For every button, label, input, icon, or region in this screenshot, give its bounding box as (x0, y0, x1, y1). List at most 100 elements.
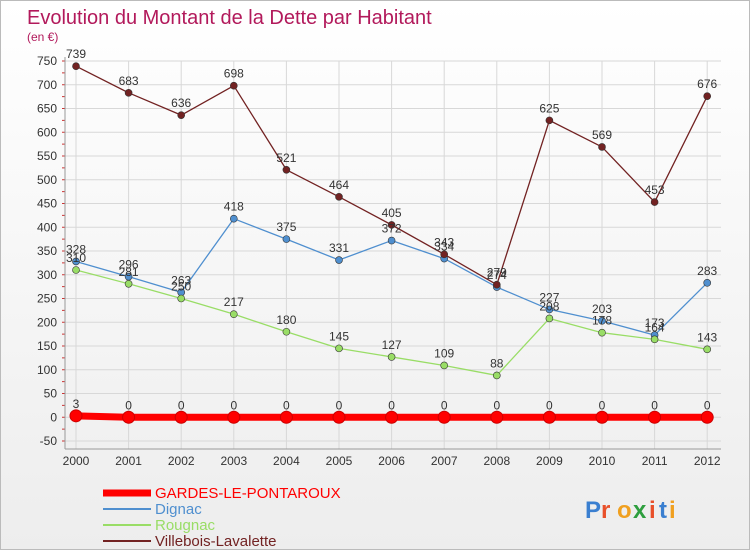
data-point (595, 410, 609, 424)
y-tick-label: 200 (37, 315, 57, 329)
series-layer (69, 62, 714, 424)
data-label: 343 (434, 235, 454, 249)
data-point (703, 92, 712, 100)
data-point (387, 221, 396, 229)
data-point (177, 111, 185, 119)
data-point (230, 214, 238, 223)
data-label: 109 (434, 346, 454, 360)
data-point (282, 235, 291, 243)
data-point (545, 305, 554, 314)
x-tick-label: 2001 (115, 454, 142, 468)
data-point (545, 314, 554, 323)
y-tick-label: 550 (37, 149, 57, 163)
data-point (440, 361, 449, 370)
y-tick-label: 650 (37, 102, 57, 116)
logo-letter: P (585, 497, 601, 524)
data-label: 274 (487, 268, 507, 282)
data-point (124, 279, 133, 288)
logo-letter: o (617, 497, 632, 524)
data-point (490, 410, 504, 424)
chart-subtitle: (en €) (27, 30, 58, 44)
data-label: 683 (119, 74, 139, 88)
data-label: 173 (645, 316, 665, 330)
data-point (230, 310, 238, 318)
data-point (177, 294, 185, 303)
x-tick-label: 2007 (431, 454, 458, 468)
y-tick-label: -50 (40, 434, 58, 448)
data-point (335, 256, 343, 264)
data-point (282, 327, 291, 336)
data-label: 328 (66, 242, 86, 256)
data-point (122, 410, 136, 424)
data-label: 3 (73, 397, 80, 411)
data-label: 217 (224, 295, 244, 309)
data-label: 334 (434, 240, 454, 254)
x-tick-label: 2009 (536, 454, 563, 468)
data-point (650, 198, 659, 206)
data-label: 739 (66, 47, 86, 61)
data-point (69, 409, 83, 423)
y-tick-label: 0 (50, 410, 57, 424)
data-point (492, 280, 501, 289)
y-tick-label: 750 (37, 54, 57, 68)
x-tick-label: 2002 (168, 454, 195, 468)
data-point (72, 62, 80, 71)
x-tick-label: 2008 (483, 454, 510, 468)
data-label: 0 (230, 398, 237, 412)
data-point (387, 236, 396, 245)
data-label: 405 (382, 206, 402, 220)
logo-letter: r (601, 497, 610, 524)
legend: GARDES-LE-PONTAROUXDignacRougnacVilleboi… (103, 485, 341, 550)
y-tick-label: 250 (37, 292, 57, 306)
data-label: 331 (329, 241, 349, 255)
data-label: 521 (276, 151, 296, 165)
data-point (545, 116, 554, 125)
legend-entry: Villebois-Lavalette (155, 533, 276, 550)
data-point (542, 410, 556, 424)
y-tick-label: 700 (37, 78, 57, 92)
data-label: 281 (119, 265, 139, 279)
legend-entry: Rougnac (155, 517, 216, 534)
data-point (72, 266, 80, 274)
y-tick-label: 350 (37, 244, 57, 258)
data-label: 88 (490, 356, 504, 370)
x-tick-label: 2005 (326, 454, 353, 468)
data-label: 310 (66, 251, 86, 265)
data-point (387, 353, 396, 361)
data-label: 283 (697, 264, 717, 278)
x-tick-label: 2010 (589, 454, 616, 468)
data-label: 296 (119, 258, 139, 272)
data-point (703, 279, 712, 287)
data-label: 279 (487, 266, 507, 280)
x-tick-label: 2003 (220, 454, 247, 468)
data-label: 208 (539, 299, 559, 313)
data-label: 127 (382, 338, 402, 352)
logo-letter: i (669, 497, 676, 524)
data-label: 676 (697, 77, 717, 91)
data-point (440, 250, 449, 259)
x-tick-label: 2011 (642, 454, 668, 468)
data-label: 636 (171, 96, 191, 110)
data-label: 0 (178, 398, 185, 412)
data-label: 178 (592, 314, 612, 328)
x-tick-label: 2012 (694, 454, 721, 468)
y-tick-label: 500 (37, 173, 57, 187)
data-label: 250 (171, 280, 191, 294)
data-point (598, 328, 606, 337)
data-point (72, 257, 80, 266)
data-label: 375 (276, 220, 296, 234)
data-point (650, 335, 659, 344)
data-label: 453 (645, 183, 665, 197)
data-point (598, 317, 606, 325)
data-label: 0 (651, 398, 658, 412)
logo-letter: i (649, 497, 656, 524)
data-label: 203 (592, 302, 612, 316)
data-label: 0 (704, 398, 711, 412)
data-point (703, 345, 712, 354)
data-point (174, 410, 188, 424)
x-tick-label: 2004 (273, 454, 300, 468)
logo-letter: x (633, 497, 647, 524)
data-point (282, 165, 291, 174)
data-point (700, 410, 714, 424)
data-point (335, 344, 343, 353)
